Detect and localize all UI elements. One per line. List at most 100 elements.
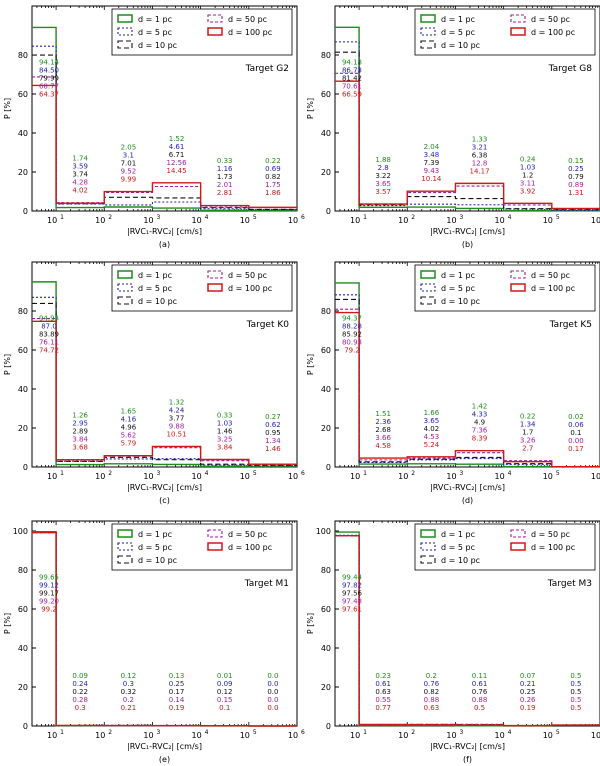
legend-swatch-d5 (420, 27, 436, 36)
data-label: 0.61 (375, 680, 391, 688)
panel-title: Target M3 (547, 579, 592, 589)
series-line-d100 (32, 531, 297, 727)
panel-title: Target K5 (549, 320, 592, 330)
legend-swatch-d50 (510, 529, 526, 538)
data-label: 1.31 (568, 189, 584, 197)
data-label: 5.79 (121, 440, 137, 448)
y-axis-label: P [%] (3, 98, 12, 119)
legend-swatch-d5 (420, 542, 436, 551)
x-tick-label: 10 (47, 472, 57, 481)
data-label: 0.5 (570, 704, 581, 712)
y-tick-label: 80 (18, 566, 28, 575)
data-label: 0.55 (375, 696, 391, 704)
x-tick-label: 10 (495, 731, 505, 740)
series-line-d100 (335, 80, 600, 210)
data-label: 0.82 (424, 688, 440, 696)
data-label: 97.56 (342, 590, 363, 598)
legend-label-d100: d = 100 pc (228, 28, 272, 37)
x-tick-label: 10 (591, 731, 600, 740)
data-label: 4.28 (72, 179, 88, 187)
data-label: 0.13 (169, 672, 185, 680)
y-tick-label: 60 (321, 90, 331, 99)
legend: d = 1 pc d = 5 pc d = 10 pc d = 50 pc d = 10… (414, 264, 596, 312)
y-tick-label: 60 (321, 605, 331, 614)
legend: d = 1 pc d = 5 pc d = 10 pc d = 50 pc d = 10… (111, 523, 293, 571)
x-tick-exponent: 2 (108, 214, 112, 221)
data-label: 6.38 (472, 151, 488, 159)
legend-box (414, 8, 596, 56)
data-label: 76.11 (39, 339, 59, 347)
x-tick-exponent: 2 (411, 214, 415, 221)
data-label: 0.01 (217, 672, 233, 680)
y-tick-label: 100 (316, 527, 331, 536)
legend: d = 1 pc d = 5 pc d = 10 pc d = 50 pc d = 10… (111, 8, 293, 56)
legend-swatch-d1 (117, 529, 133, 538)
legend-swatch-d50 (207, 529, 223, 538)
data-label: 1.32 (169, 399, 185, 407)
data-label: 94.37 (342, 315, 362, 323)
data-label: 10.14 (421, 175, 442, 183)
x-tick-exponent: 3 (459, 470, 463, 477)
x-tick-label: 10 (47, 216, 57, 225)
legend-label-d5: d = 5 pc (441, 543, 475, 552)
data-label: 83.89 (39, 331, 59, 339)
panel-label: (c) (159, 496, 170, 505)
legend-label-d1: d = 1 pc (441, 530, 475, 539)
legend-label-d100: d = 100 pc (228, 543, 272, 552)
plot-frame (31, 5, 298, 212)
data-label: 0.63 (375, 688, 391, 696)
data-label: 2.36 (375, 418, 391, 426)
legend-swatch-d1 (420, 270, 436, 279)
x-axis-label: |RVC₁-RVC₂| [cm/s] (430, 483, 505, 492)
x-tick-label: 10 (192, 216, 202, 225)
legend-label-d5: d = 5 pc (138, 543, 172, 552)
plot-frame (334, 261, 600, 468)
data-label: 14.45 (167, 167, 187, 175)
x-tick-exponent: 5 (556, 214, 560, 221)
data-label: 0.1 (570, 429, 581, 437)
x-tick-exponent: 3 (156, 470, 160, 477)
data-label: 7.39 (424, 159, 440, 167)
legend-label-d100: d = 100 pc (531, 28, 575, 37)
data-label: 2.05 (121, 144, 137, 152)
x-tick-exponent: 4 (508, 729, 512, 736)
data-label: 3.26 (520, 437, 536, 445)
legend-box (414, 523, 596, 571)
data-label: 0.69 (265, 165, 281, 173)
data-label: 5.62 (121, 432, 137, 440)
data-label: 0.22 (72, 688, 88, 696)
y-axis-label: P [%] (3, 354, 12, 375)
data-label: 3.48 (424, 151, 440, 159)
data-label: 0.11 (472, 672, 488, 680)
data-label: 86.73 (342, 67, 362, 75)
x-tick-label: 10 (240, 216, 250, 225)
legend-label-d1: d = 1 pc (441, 271, 475, 280)
data-label: 7.01 (121, 160, 137, 168)
legend-label-d10: d = 10 pc (441, 41, 480, 50)
data-label: 1.34 (520, 421, 536, 429)
x-tick-label: 10 (398, 216, 408, 225)
data-label: 3.11 (520, 179, 536, 187)
x-tick-label: 10 (95, 731, 105, 740)
y-axis-label: P [%] (306, 354, 315, 375)
legend-swatch-d50 (510, 14, 526, 23)
data-label: 7.36 (472, 427, 488, 435)
data-label: 0.12 (121, 672, 137, 680)
data-label: 4.61 (169, 143, 185, 151)
x-axis-label: |RVC₁-RVC₂| [cm/s] (127, 742, 202, 751)
x-tick-exponent: 6 (301, 729, 305, 736)
data-label: 0.63 (424, 704, 440, 712)
data-label: 1.46 (265, 445, 281, 453)
data-label: 10.51 (167, 431, 187, 439)
data-label: 0.07 (520, 672, 536, 680)
series-line-d10 (335, 51, 600, 211)
y-tick-label: 0 (326, 722, 331, 731)
legend-swatch-d1 (117, 270, 133, 279)
x-tick-label: 10 (143, 216, 153, 225)
x-tick-exponent: 2 (108, 729, 112, 736)
legend-swatch-d10 (117, 555, 133, 564)
legend-label-d50: d = 50 pc (228, 271, 267, 280)
data-label: 64.37 (39, 91, 59, 99)
data-label: 0.14 (169, 696, 185, 704)
data-label: 4.53 (424, 433, 440, 441)
